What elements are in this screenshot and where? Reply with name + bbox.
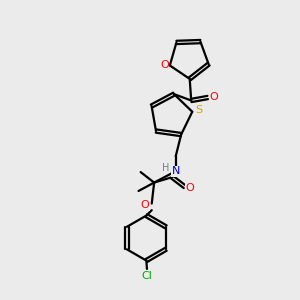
Text: O: O bbox=[160, 61, 169, 70]
Text: S: S bbox=[195, 105, 203, 115]
Text: O: O bbox=[141, 200, 149, 210]
Text: H: H bbox=[163, 163, 170, 172]
Text: Cl: Cl bbox=[142, 271, 152, 281]
Text: N: N bbox=[172, 166, 180, 176]
Text: O: O bbox=[186, 183, 194, 193]
Text: O: O bbox=[209, 92, 218, 103]
